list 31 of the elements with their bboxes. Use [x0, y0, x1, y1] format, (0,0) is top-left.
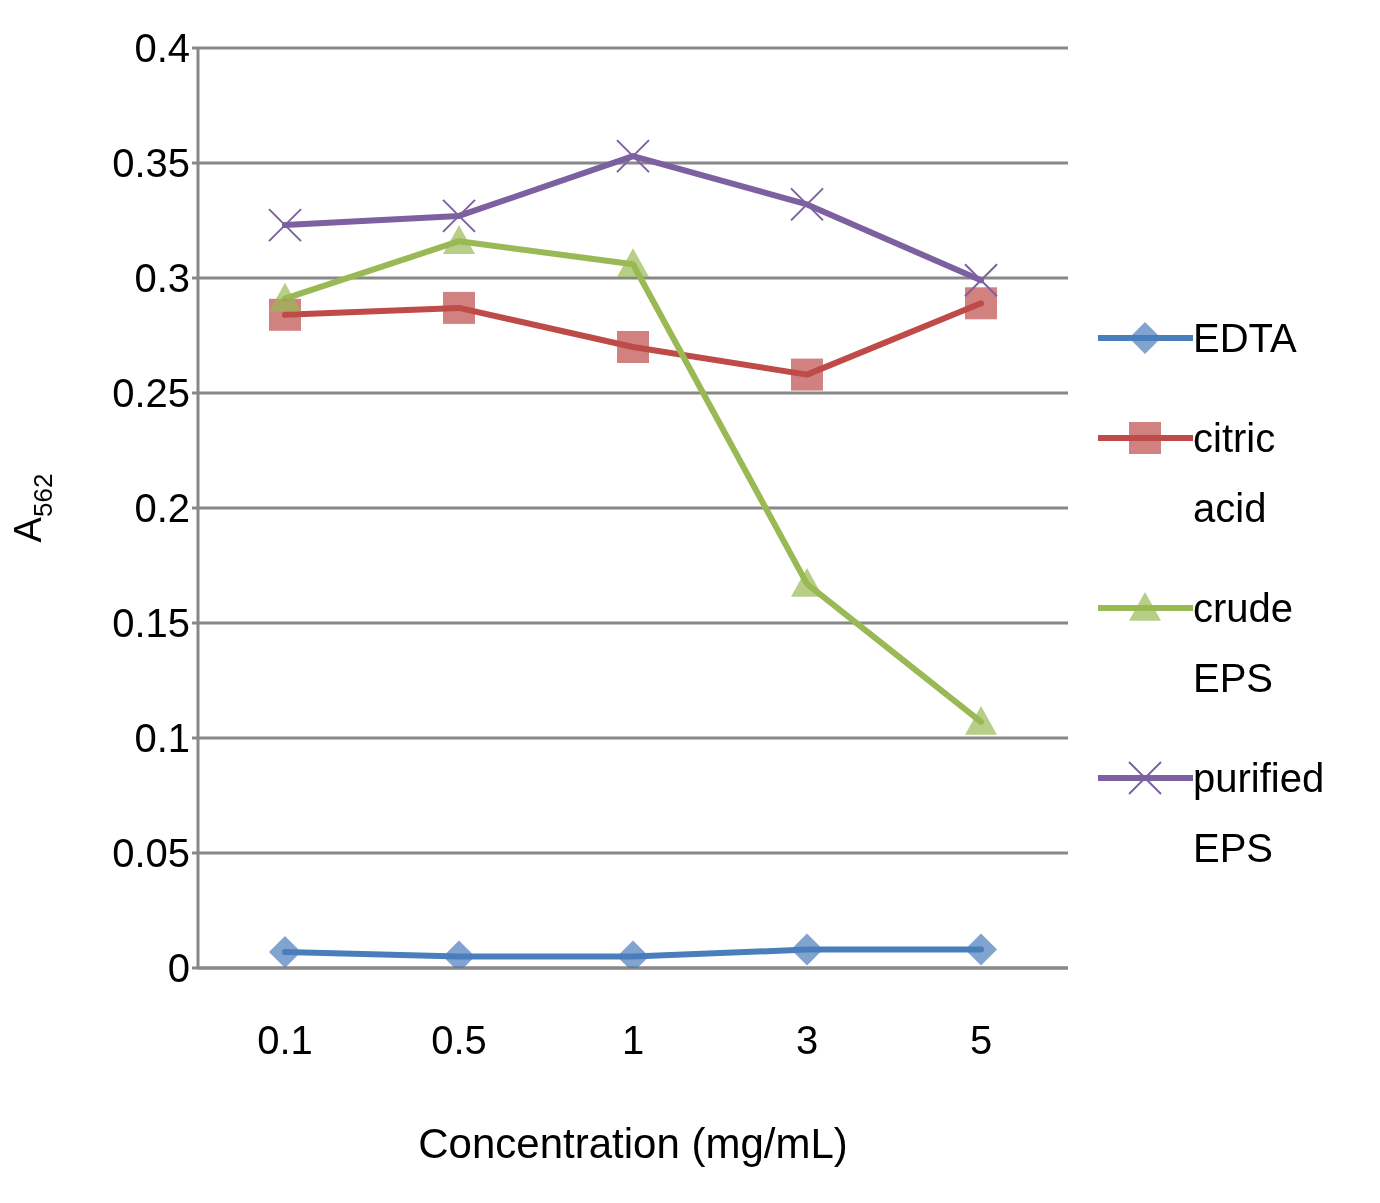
x-tick-label: 0.1	[257, 1018, 313, 1063]
point	[269, 935, 301, 968]
y-tick-label: 0	[167, 946, 190, 991]
y-tick-label: 0.15	[112, 601, 190, 646]
point	[269, 282, 301, 312]
point	[617, 248, 649, 277]
point	[965, 287, 997, 320]
point	[965, 705, 997, 735]
point	[617, 331, 649, 363]
y-tick-label: 0.35	[112, 141, 190, 186]
point	[791, 567, 823, 597]
y-tick-label: 0.25	[112, 371, 190, 416]
y-tick-label: 0.05	[112, 831, 190, 876]
point	[443, 225, 475, 254]
x-tick-label: 1	[621, 1018, 645, 1063]
y-tick-label: 0.3	[134, 256, 190, 301]
x-tick-label: 5	[969, 1018, 993, 1063]
y-tick-label: 0.4	[134, 26, 190, 71]
x-axis-title: Concentration (mg/mL)	[418, 1120, 848, 1167]
x-tick-label: 3	[795, 1018, 819, 1063]
point	[965, 933, 997, 966]
legend-label: crude EPS	[1193, 585, 1295, 702]
legend-label: citric acid	[1193, 415, 1277, 532]
point	[791, 933, 823, 966]
point	[791, 358, 823, 391]
y-tick-label: 0.1	[134, 716, 190, 761]
legend-label: purified EPS	[1193, 755, 1326, 872]
y-tick-label: 0.2	[134, 486, 190, 531]
legend-label: EDTA	[1193, 315, 1298, 362]
x-tick-label: 0.5	[431, 1018, 487, 1063]
point	[443, 291, 475, 324]
